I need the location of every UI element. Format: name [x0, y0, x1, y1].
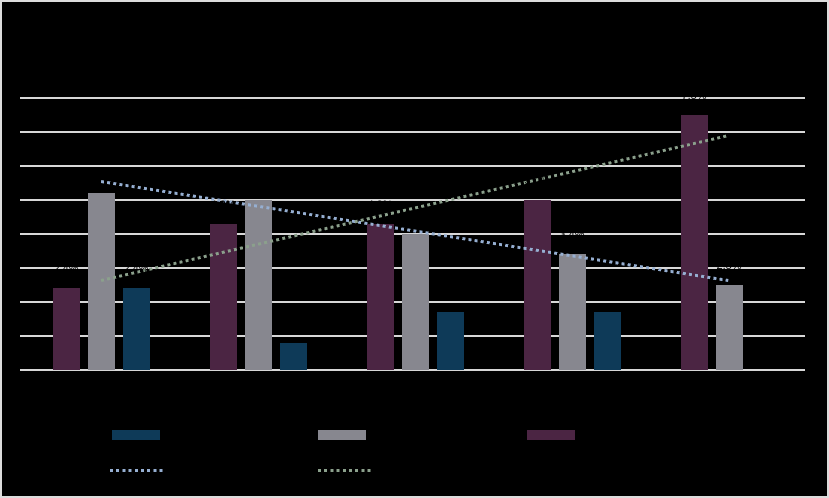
legend-label-2 [583, 428, 713, 442]
gridline [20, 369, 805, 371]
bar-maroon-bars-3 [366, 223, 394, 370]
bar-label-navy-bars-2: 0.8% [280, 317, 306, 330]
bar-navy-bars-3 [436, 312, 464, 370]
legend-dash-0 [110, 469, 165, 472]
legend-label-1 [374, 428, 504, 442]
bar-label-gray-bars-2: 5.0% [245, 175, 271, 187]
legend-line-label-1 [381, 464, 511, 478]
gridline [20, 97, 805, 99]
legend-swatch-0 [112, 430, 160, 440]
bar-navy-bars-2 [279, 342, 307, 370]
bar-label-gray-bars-4: 3.4% [559, 229, 585, 242]
bar-label-navy-bars-1: 2.4% [123, 263, 149, 276]
bar-maroon-bars-1 [52, 288, 80, 370]
gridline [20, 165, 805, 167]
gridline [20, 131, 805, 133]
bar-maroon-bars-5 [680, 115, 708, 370]
bar-gray-bars-2 [244, 200, 272, 370]
bar-maroon-bars-2 [209, 223, 237, 370]
bar-label-navy-bars-4: 1.7% [594, 287, 620, 300]
legend-swatch-1 [318, 430, 366, 440]
bar-label-maroon-bars-2: 4.3% [210, 198, 236, 211]
bar-label-maroon-bars-1: 2.4% [53, 263, 79, 276]
gridline [20, 199, 805, 201]
legend-swatch-2 [527, 430, 575, 440]
bar-label-gray-bars-3: 4.0% [402, 209, 428, 221]
bar-navy-bars-4 [593, 312, 621, 370]
bar-gray-bars-3 [401, 234, 429, 370]
bar-label-gray-bars-1: 5.2% [88, 168, 114, 181]
legend-dash-1 [318, 469, 373, 472]
bar-gray-bars-4 [558, 254, 586, 370]
bar-maroon-bars-4 [523, 200, 551, 370]
bar-label-navy-bars-3: 1.7% [437, 287, 463, 300]
legend-line-label-0 [173, 464, 303, 478]
bar-navy-bars-1 [122, 288, 150, 370]
bar-label-maroon-bars-3: 4.3% [367, 198, 393, 211]
bar-label-gray-bars-5: 2.5% [716, 260, 742, 272]
bar-label-maroon-bars-4: 5.0% [524, 175, 550, 187]
legend-label-0 [168, 428, 298, 442]
bar-gray-bars-5 [715, 285, 743, 370]
bar-label-maroon-bars-5: 7.5% [681, 90, 707, 102]
